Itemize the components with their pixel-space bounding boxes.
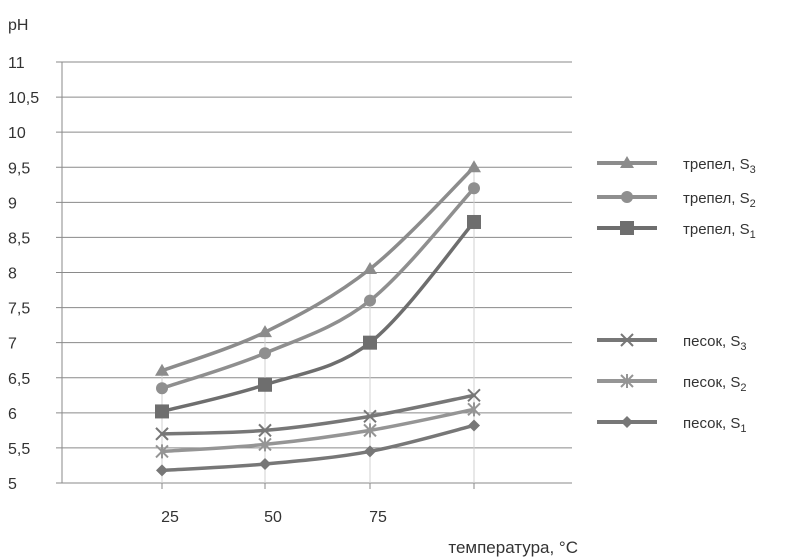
y-tick-label: 5,5 [8, 441, 30, 458]
y-tick-label: 6 [8, 406, 17, 423]
series-line [160, 423, 476, 473]
data-point [156, 464, 168, 477]
x-tick-label: 75 [369, 509, 387, 526]
data-point [258, 437, 272, 452]
data-point [467, 160, 481, 173]
legend-label: трепел, S3 [683, 156, 756, 176]
y-tick-label: 7,5 [8, 301, 30, 318]
data-point [364, 294, 376, 307]
x-tick-label: 25 [161, 509, 179, 526]
data-point [467, 388, 481, 402]
legend-label: трепел, S1 [683, 221, 756, 241]
data-point [364, 445, 376, 458]
y-tick-label: 10 [8, 125, 26, 142]
series-group [155, 160, 481, 477]
x-tick-labels: 25 50 75 [161, 509, 387, 526]
series-line [160, 220, 476, 414]
legend-marker [620, 333, 634, 347]
y-tick-label: 9 [8, 195, 17, 212]
x-axis-label: температура, °C [448, 538, 578, 557]
data-point [258, 325, 272, 338]
data-point [363, 409, 377, 424]
legend-marker [620, 156, 634, 168]
y-tick-label: 10,5 [8, 90, 39, 107]
data-point [363, 261, 377, 274]
legend-label: трепел, S2 [683, 190, 756, 210]
legend-marker [621, 191, 633, 203]
data-point [363, 335, 377, 350]
y-axis-label: pH [8, 17, 28, 34]
legend-marker [620, 221, 634, 235]
legend-label: песок, S1 [683, 415, 747, 435]
data-point [468, 419, 480, 432]
data-point [467, 402, 481, 417]
data-point [467, 214, 481, 229]
y-tick-labels: 5 5,5 6 6,5 7 7,5 8 8,5 9 9,5 10 10,5 11 [8, 55, 39, 493]
data-point [155, 363, 169, 376]
series-line [160, 186, 476, 391]
y-tick-label: 8,5 [8, 230, 30, 247]
series-line [160, 407, 476, 454]
y-tick-label: 9,5 [8, 160, 30, 177]
data-point [468, 182, 480, 195]
series-line [160, 165, 476, 373]
data-point [363, 423, 377, 438]
legend: трепел, S3 трепел, S2 трепел, S1 песок, S3 п… [597, 156, 756, 435]
data-point [156, 382, 168, 395]
data-point [259, 458, 271, 471]
legend-marker [621, 416, 633, 428]
data-point [155, 427, 169, 441]
legend-marker [620, 374, 634, 388]
data-point [258, 377, 272, 392]
legend-label: песок, S2 [683, 374, 747, 394]
data-point [259, 347, 271, 360]
y-tick-label: 5 [8, 476, 17, 493]
x-tick-label: 50 [264, 509, 282, 526]
series-line [160, 393, 476, 436]
data-point [155, 444, 169, 459]
data-point [258, 423, 272, 438]
data-point [155, 404, 169, 419]
legend-label: песок, S3 [683, 333, 747, 353]
y-tick-label: 11 [8, 55, 25, 72]
y-tick-label: 7 [8, 336, 17, 353]
y-tick-label: 8 [8, 266, 17, 283]
y-tick-label: 6,5 [8, 371, 30, 388]
